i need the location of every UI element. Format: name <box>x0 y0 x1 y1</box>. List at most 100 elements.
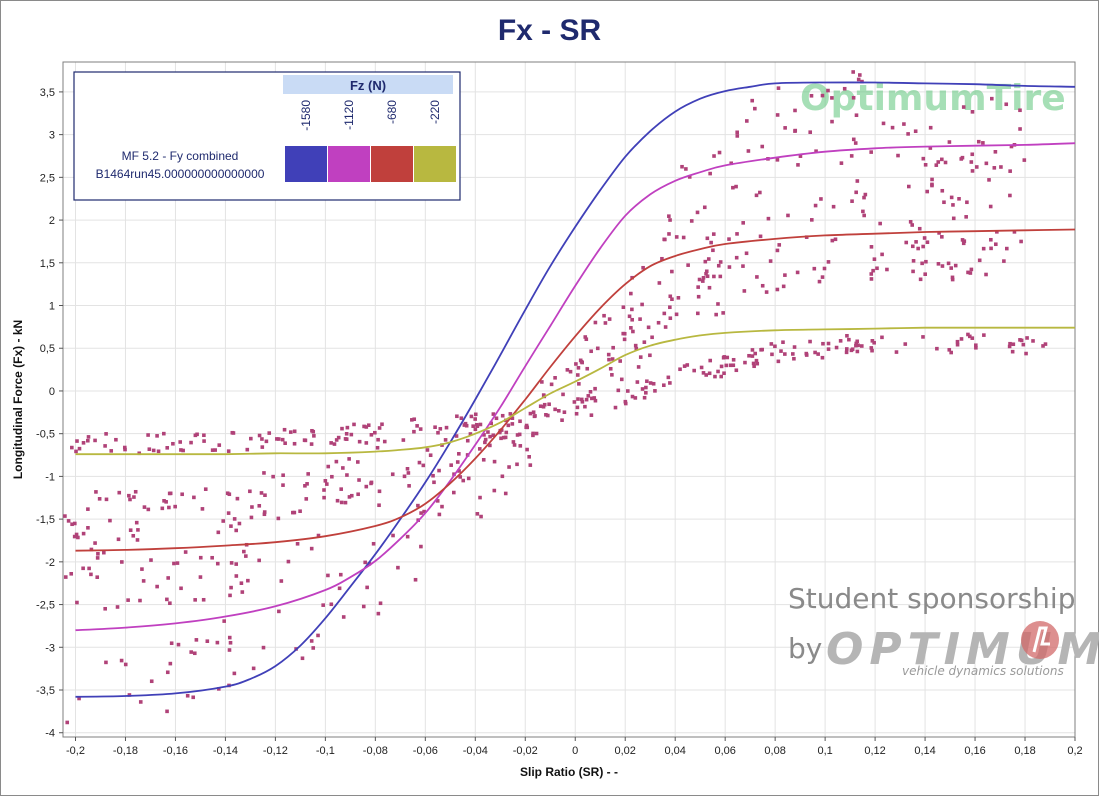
data-point <box>210 448 215 452</box>
data-point <box>684 167 688 171</box>
data-point <box>86 526 90 530</box>
data-point <box>731 363 736 368</box>
data-point <box>878 221 882 226</box>
x-tick-label: 0,1 <box>817 745 832 757</box>
data-point <box>854 341 859 346</box>
data-point <box>713 374 717 379</box>
data-point <box>930 182 934 187</box>
data-point <box>230 430 235 435</box>
data-point <box>534 431 539 436</box>
data-point <box>847 337 851 342</box>
data-point <box>63 514 67 518</box>
data-point <box>449 463 453 467</box>
data-point <box>332 442 337 446</box>
data-point <box>907 184 911 189</box>
data-point <box>627 314 632 319</box>
data-point <box>309 639 314 643</box>
data-point <box>162 431 166 436</box>
data-point <box>650 335 654 340</box>
x-tick-label: 0,02 <box>615 745 636 757</box>
data-point <box>908 220 913 224</box>
data-point <box>707 371 712 376</box>
data-point <box>727 265 732 269</box>
data-point <box>376 437 380 442</box>
data-point <box>645 379 649 384</box>
y-tick-label: 1,5 <box>40 258 55 270</box>
data-point <box>228 640 233 645</box>
y-tick-label: 1 <box>49 301 55 313</box>
data-point <box>741 221 745 225</box>
data-point <box>724 363 729 368</box>
data-point <box>165 597 169 602</box>
data-point <box>528 463 533 467</box>
data-point <box>1018 127 1022 131</box>
data-point <box>352 422 356 427</box>
data-point <box>228 593 232 598</box>
data-point <box>858 73 862 77</box>
data-point <box>575 373 580 377</box>
data-point <box>572 400 577 404</box>
data-point <box>855 339 860 344</box>
x-tick-label: -0,06 <box>413 745 438 757</box>
data-point <box>1007 344 1012 349</box>
data-point <box>638 317 642 321</box>
data-point <box>918 277 923 282</box>
data-point <box>834 345 839 350</box>
y-tick-label: 3,5 <box>40 87 55 99</box>
data-point <box>869 150 873 154</box>
data-point <box>820 93 825 98</box>
data-point <box>69 571 74 576</box>
data-point <box>623 401 628 406</box>
data-point <box>488 443 492 448</box>
data-point <box>334 459 339 464</box>
data-point <box>137 451 142 456</box>
data-point <box>364 425 369 429</box>
data-point <box>970 169 975 173</box>
data-point <box>257 433 262 438</box>
data-point <box>326 573 330 578</box>
y-tick-label: -2 <box>45 557 55 569</box>
x-tick-label: 0,14 <box>914 745 935 757</box>
data-point <box>670 297 674 302</box>
data-point <box>160 506 165 511</box>
data-point <box>921 335 925 339</box>
data-point <box>969 160 974 164</box>
data-point <box>390 472 395 477</box>
data-point <box>406 471 411 475</box>
data-point <box>419 511 423 515</box>
data-point <box>349 432 354 437</box>
brand-watermark: OptimumTire <box>800 78 1066 119</box>
data-point <box>416 503 420 508</box>
data-point <box>189 440 193 445</box>
data-point <box>122 445 127 450</box>
data-point <box>531 410 536 415</box>
data-point <box>242 549 246 554</box>
data-point <box>438 427 443 431</box>
data-point <box>949 266 954 270</box>
data-point <box>288 430 293 434</box>
data-point <box>202 439 206 443</box>
data-point <box>471 424 475 428</box>
data-point <box>240 590 245 594</box>
data-point <box>854 343 858 348</box>
data-point <box>167 505 171 510</box>
data-point <box>222 619 226 623</box>
data-point <box>475 512 480 516</box>
data-point <box>667 232 671 236</box>
data-point <box>1021 342 1026 347</box>
data-point <box>629 326 633 330</box>
data-point <box>728 363 733 368</box>
data-point <box>373 430 377 435</box>
data-point <box>477 447 482 451</box>
data-point <box>575 405 580 410</box>
data-point <box>1008 341 1012 346</box>
data-point <box>251 666 256 671</box>
data-point <box>621 331 626 336</box>
data-point <box>920 261 924 266</box>
data-point <box>819 197 823 201</box>
data-point <box>602 313 606 318</box>
data-point <box>685 363 690 367</box>
data-point <box>981 246 986 251</box>
data-point <box>584 337 589 342</box>
data-point <box>716 369 720 374</box>
